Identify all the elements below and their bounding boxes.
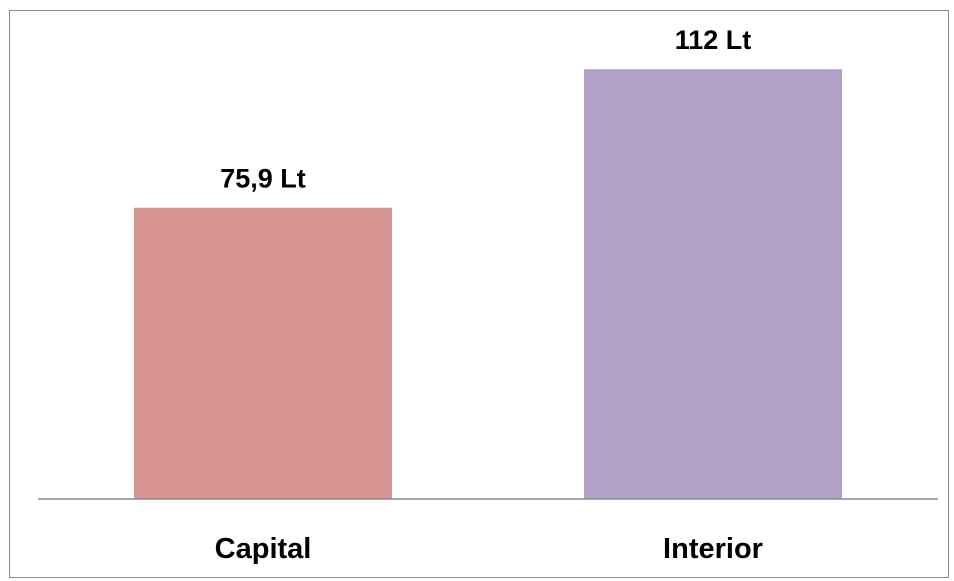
category-labels-group: Capital Interior: [215, 533, 763, 565]
data-label-capital: 75,9 Lt: [220, 164, 306, 194]
bars-group: [134, 69, 842, 500]
data-labels-group: 75,9 Lt 112 Lt: [220, 25, 751, 194]
category-label-capital: Capital: [215, 533, 312, 565]
bar-interior: [584, 69, 842, 500]
category-label-interior: Interior: [663, 533, 763, 565]
data-label-interior: 112 Lt: [675, 25, 752, 55]
bar-capital: [134, 207, 392, 499]
